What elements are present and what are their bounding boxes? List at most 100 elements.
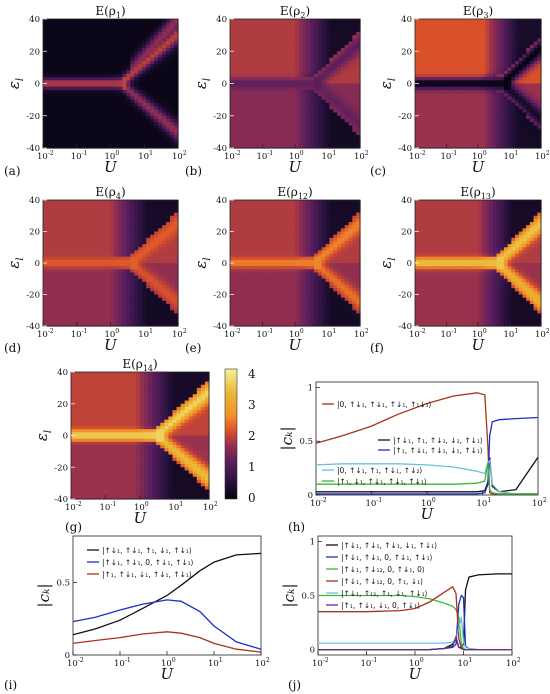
- heatmap-cell: [306, 70, 311, 75]
- heatmap-cell: [70, 118, 76, 123]
- heatmap-cell: [256, 83, 262, 88]
- heatmap-cell: [110, 83, 116, 88]
- heatmap-cell: [58, 22, 64, 27]
- heatmap-cell: [317, 77, 323, 81]
- heatmap-cell: [249, 93, 254, 97]
- heatmap-cell: [90, 109, 96, 114]
- heatmap-cell: [317, 115, 323, 120]
- heatmap-cell: [110, 22, 116, 27]
- heatmap-cell: [256, 64, 262, 68]
- heatmap-cell: [291, 67, 296, 72]
- heatmap-cell: [418, 89, 424, 94]
- heatmap-cell: [166, 19, 171, 23]
- heatmap-cell: [418, 135, 424, 139]
- heatmap-cell: [279, 35, 285, 39]
- heatmap-cell: [245, 41, 250, 46]
- heatmap-cell: [166, 109, 171, 114]
- heatmap-cell: [118, 118, 124, 123]
- heatmap-cell: [298, 131, 304, 136]
- heatmap-cell: [46, 80, 52, 85]
- heatmap-cell: [50, 35, 56, 39]
- heatmap-cell: [356, 96, 361, 101]
- heatmap-cell: [237, 83, 243, 88]
- heatmap-cell: [62, 51, 68, 56]
- heatmap-cell: [252, 31, 258, 36]
- heatmap-cell: [279, 144, 285, 149]
- heatmap-cell: [252, 48, 258, 52]
- heatmap-cell: [422, 70, 427, 75]
- heatmap-cell: [110, 54, 116, 59]
- heatmap-cell: [138, 73, 143, 78]
- heatmap-cell: [310, 89, 315, 94]
- heatmap-cell: [150, 38, 155, 43]
- heatmap-cell: [241, 25, 246, 30]
- heatmap-cell: [268, 57, 273, 62]
- heatmap-cell: [110, 99, 116, 104]
- heatmap-cell: [356, 51, 361, 56]
- heatmap-cell: [150, 115, 155, 120]
- heatmap-cell: [102, 125, 108, 130]
- heatmap-cell: [70, 28, 76, 33]
- heatmap-cell: [344, 60, 350, 65]
- heatmap-cell: [154, 57, 159, 62]
- heatmap-cell: [245, 99, 250, 104]
- heatmap-cell: [272, 115, 277, 120]
- heatmap-cell: [174, 128, 179, 133]
- heatmap-cell: [150, 51, 155, 56]
- heatmap-cell: [110, 86, 116, 91]
- heatmap-cell: [275, 67, 281, 72]
- heatmap-cell: [50, 60, 56, 65]
- heatmap-cell: [237, 44, 243, 49]
- heatmap-cell: [110, 80, 116, 85]
- heatmap-cell: [74, 106, 80, 110]
- heatmap-cell: [352, 54, 357, 59]
- heatmap-cell: [94, 106, 100, 110]
- heatmap-cell: [158, 118, 163, 123]
- heatmap-cell: [233, 48, 239, 52]
- heatmap-cell: [241, 67, 246, 72]
- heatmap-cell: [54, 83, 60, 88]
- heatmap-cell: [268, 80, 273, 85]
- heatmap-cell: [298, 96, 304, 101]
- heatmap-cell: [78, 44, 84, 49]
- heatmap-cell: [241, 31, 246, 36]
- heatmap-cell: [314, 28, 319, 33]
- heatmap-cell: [268, 141, 273, 146]
- heatmap-cell: [126, 93, 131, 97]
- heatmap-cell: [348, 19, 353, 23]
- heatmap-cell: [241, 86, 246, 91]
- heatmap-cell: [295, 57, 300, 62]
- heatmap-cell: [102, 73, 108, 78]
- heatmap-cell: [279, 64, 285, 68]
- heatmap-cell: [306, 19, 311, 23]
- heatmap-cell: [54, 80, 60, 85]
- heatmap-cell: [344, 70, 350, 75]
- heatmap-cell: [78, 141, 84, 146]
- heatmap-cell: [150, 122, 155, 127]
- heatmap-cell: [291, 38, 296, 43]
- heatmap-cell: [348, 115, 353, 120]
- heatmap-cell: [82, 138, 88, 143]
- heatmap-cell: [275, 70, 281, 75]
- heatmap-cell: [74, 83, 80, 88]
- heatmap-cell: [325, 67, 331, 72]
- heatmap-cell: [50, 99, 56, 104]
- heatmap-cell: [333, 57, 338, 62]
- heatmap-cell: [422, 89, 427, 94]
- heatmap-cell: [348, 25, 353, 30]
- heatmap-cell: [78, 138, 84, 143]
- heatmap-cell: [426, 89, 431, 94]
- heatmap-cell: [142, 77, 147, 81]
- heatmap-cell: [344, 135, 350, 139]
- heatmap-cell: [283, 115, 288, 120]
- heatmap-cell: [245, 22, 250, 27]
- heatmap-cell: [241, 122, 246, 127]
- heatmap-cell: [348, 35, 353, 39]
- heatmap-cell: [166, 118, 171, 123]
- heatmap-cell: [356, 135, 361, 139]
- heatmap-cell: [233, 118, 239, 123]
- heatmap-cell: [287, 73, 292, 78]
- heatmap-cell: [166, 99, 171, 104]
- heatmap-cell: [314, 51, 319, 56]
- panel-label: (a): [4, 164, 21, 178]
